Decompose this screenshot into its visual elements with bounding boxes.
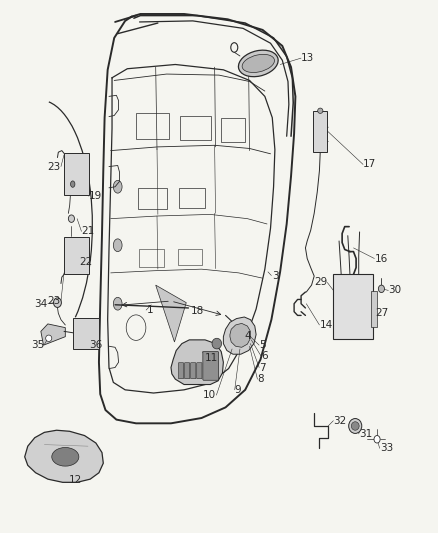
Text: 22: 22 xyxy=(79,257,92,267)
Text: 10: 10 xyxy=(203,390,216,400)
Text: 13: 13 xyxy=(301,53,314,63)
Text: 21: 21 xyxy=(81,227,95,237)
Text: 31: 31 xyxy=(359,429,372,439)
FancyBboxPatch shape xyxy=(184,363,190,378)
Ellipse shape xyxy=(113,297,122,310)
Ellipse shape xyxy=(378,285,385,293)
Text: 36: 36 xyxy=(89,340,102,350)
Text: 35: 35 xyxy=(31,340,44,350)
Polygon shape xyxy=(155,285,186,342)
Ellipse shape xyxy=(242,54,275,72)
Text: 18: 18 xyxy=(191,306,204,316)
Text: 30: 30 xyxy=(389,286,402,295)
FancyBboxPatch shape xyxy=(332,274,373,340)
Polygon shape xyxy=(230,324,251,348)
Text: 8: 8 xyxy=(258,374,264,384)
FancyBboxPatch shape xyxy=(197,363,202,378)
FancyBboxPatch shape xyxy=(73,318,99,349)
Text: 34: 34 xyxy=(35,298,48,309)
Ellipse shape xyxy=(113,239,122,252)
FancyBboxPatch shape xyxy=(191,363,196,378)
Text: 5: 5 xyxy=(259,340,266,350)
Ellipse shape xyxy=(318,108,323,114)
Text: 4: 4 xyxy=(244,330,251,341)
Ellipse shape xyxy=(52,448,79,466)
Text: 7: 7 xyxy=(259,362,266,373)
Polygon shape xyxy=(223,317,256,354)
FancyBboxPatch shape xyxy=(64,237,89,274)
Text: 33: 33 xyxy=(380,443,393,453)
Text: 19: 19 xyxy=(89,191,102,201)
Text: 3: 3 xyxy=(272,271,279,280)
Text: 32: 32 xyxy=(333,416,346,426)
FancyBboxPatch shape xyxy=(313,111,327,152)
Ellipse shape xyxy=(68,215,74,222)
Text: 27: 27 xyxy=(375,308,389,318)
Text: 16: 16 xyxy=(374,254,388,263)
Ellipse shape xyxy=(53,298,61,308)
Text: 6: 6 xyxy=(261,351,268,361)
Text: 12: 12 xyxy=(69,475,82,485)
Ellipse shape xyxy=(113,180,122,193)
Ellipse shape xyxy=(46,335,52,342)
FancyBboxPatch shape xyxy=(64,154,89,195)
Text: 1: 1 xyxy=(147,305,153,315)
Polygon shape xyxy=(25,430,103,482)
Text: 9: 9 xyxy=(235,385,241,395)
Polygon shape xyxy=(171,340,223,384)
FancyBboxPatch shape xyxy=(203,352,219,380)
Polygon shape xyxy=(41,324,65,345)
FancyBboxPatch shape xyxy=(371,291,378,327)
Ellipse shape xyxy=(349,418,362,433)
Ellipse shape xyxy=(71,181,75,187)
Text: 29: 29 xyxy=(314,278,327,287)
Ellipse shape xyxy=(212,338,222,349)
Text: 23: 23 xyxy=(48,296,61,306)
Text: 14: 14 xyxy=(319,320,333,330)
Text: 17: 17 xyxy=(363,159,376,169)
Ellipse shape xyxy=(374,435,380,443)
Ellipse shape xyxy=(351,422,359,430)
FancyBboxPatch shape xyxy=(178,363,184,378)
Ellipse shape xyxy=(238,50,278,77)
Text: 11: 11 xyxy=(205,353,218,363)
Text: 23: 23 xyxy=(48,161,61,172)
